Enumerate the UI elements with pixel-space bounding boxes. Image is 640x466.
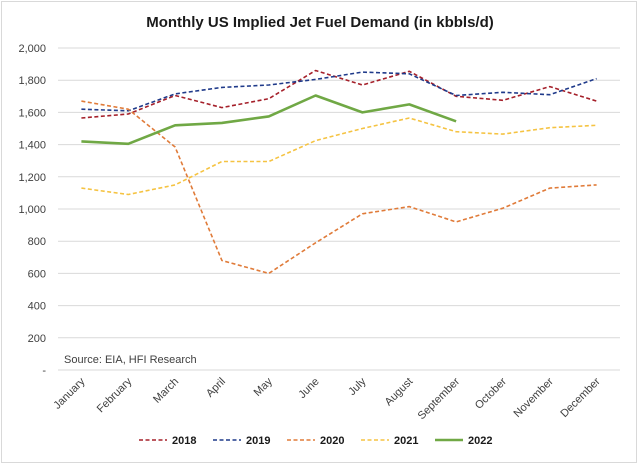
y-tick-label: 1,200 xyxy=(18,172,46,184)
y-tick-label: 800 xyxy=(28,236,46,248)
x-tick-label: May xyxy=(252,375,276,399)
x-tick-label: August xyxy=(383,376,416,409)
y-tick-label: 1,400 xyxy=(18,140,46,152)
legend-label: 2020 xyxy=(320,435,344,447)
legend-label: 2018 xyxy=(172,435,196,447)
x-tick-label: October xyxy=(473,375,509,411)
legend-label: 2022 xyxy=(468,435,492,447)
x-tick-label: January xyxy=(51,375,88,412)
x-tick-label: February xyxy=(95,375,135,415)
y-tick-label: 1,000 xyxy=(18,204,46,216)
y-tick-label: 400 xyxy=(28,301,46,313)
x-tick-label: March xyxy=(151,376,181,406)
legend-label: 2019 xyxy=(246,435,270,447)
gridlines xyxy=(58,47,620,371)
series-line-2018 xyxy=(81,69,597,119)
y-tick-label: 200 xyxy=(28,333,46,345)
x-tick-label: April xyxy=(204,376,228,400)
x-tick-label: July xyxy=(346,375,369,398)
legend-label: 2021 xyxy=(394,435,418,447)
y-tick-label: 2,000 xyxy=(18,43,46,55)
series-line-2022 xyxy=(81,94,457,146)
chart-title: Monthly US Implied Jet Fuel Demand (in k… xyxy=(146,14,494,31)
y-tick-label: - xyxy=(42,365,46,377)
series-line-2021 xyxy=(81,117,597,196)
x-tick-label: September xyxy=(416,375,463,422)
y-axis-tick-labels: 2,000 1,800 1,600 1,400 1,200 1,000 800 600 400 2… xyxy=(18,43,46,377)
legend: 2018 2019 2020 2021 2022 xyxy=(139,435,492,447)
source-note: Source: EIA, HFI Research xyxy=(64,354,197,366)
x-tick-label: November xyxy=(512,375,557,420)
series-line-2019 xyxy=(81,71,597,112)
y-tick-label: 1,800 xyxy=(18,75,46,87)
x-tick-label: June xyxy=(296,376,321,401)
y-tick-label: 1,600 xyxy=(18,107,46,119)
series-line-2020 xyxy=(81,100,597,275)
x-tick-label: December xyxy=(558,375,603,420)
series-lines xyxy=(81,69,597,275)
x-axis-tick-labels: January February March April May June July Augu… xyxy=(51,375,603,422)
y-tick-label: 600 xyxy=(28,268,46,280)
